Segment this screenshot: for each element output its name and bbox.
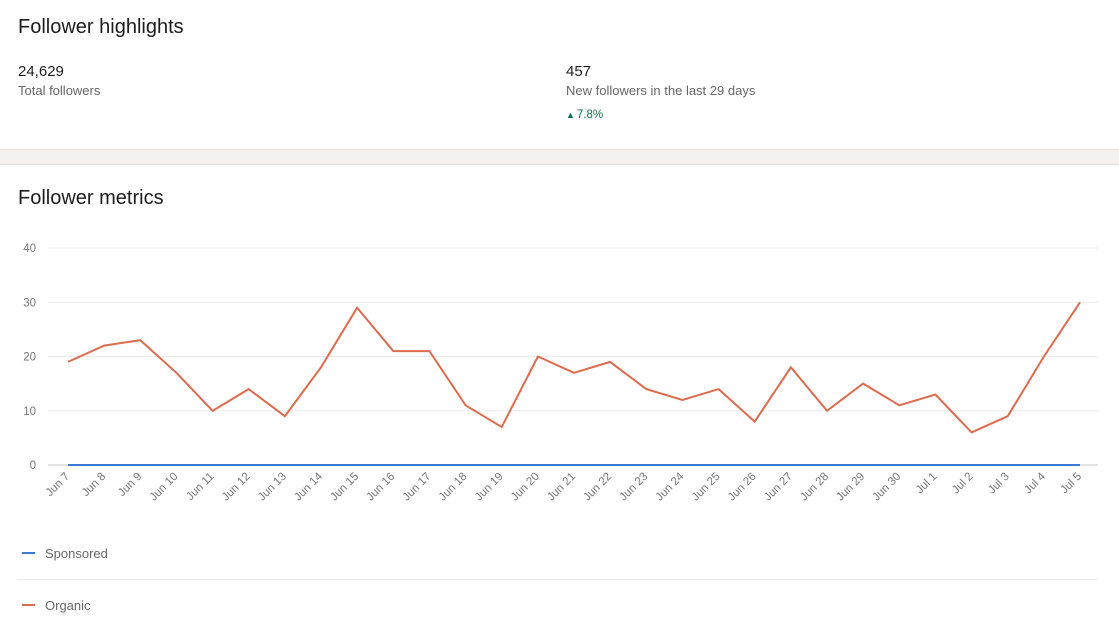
total-followers-stat: 24,629 Total followers — [18, 62, 100, 100]
follower-highlights-title: Follower highlights — [18, 16, 184, 38]
legend-divider — [18, 579, 1098, 580]
x-tick-label-22: Jun 29 — [834, 471, 867, 504]
legend-item-organic[interactable]: Organic — [22, 593, 91, 617]
legend-label-organic: Organic — [45, 597, 91, 613]
total-followers-label: Total followers — [18, 83, 101, 98]
new-followers-change-value: 7.8% — [576, 109, 604, 121]
legend-swatch-organic — [22, 604, 35, 606]
x-tick-label-15: Jun 22 — [581, 471, 614, 504]
y-tick-label-40: 40 — [23, 243, 36, 255]
y-tick-label-20: 20 — [23, 352, 36, 364]
x-tick-label-16: Jun 23 — [618, 471, 651, 504]
x-tick-label-13: Jun 20 — [509, 471, 542, 504]
follower-metrics-card: Follower metrics 0 10 20 30 40 Jun 7 Jun 8 Jun … — [0, 165, 1119, 625]
new-followers-change: ▲ 7.8% — [566, 108, 755, 122]
trend-up-icon: ▲ — [566, 110, 575, 120]
x-tick-label-24: Jul 1 — [914, 471, 940, 497]
x-tick-label-14: Jun 21 — [545, 471, 578, 504]
x-tick-label-3: Jun 10 — [148, 471, 181, 504]
y-tick-label-10: 10 — [23, 406, 36, 418]
legend-item-sponsored[interactable]: Sponsored — [22, 541, 108, 565]
x-tick-label-4: Jun 11 — [184, 471, 216, 503]
x-tick-label-1: Jun 8 — [80, 471, 108, 499]
x-tick-label-27: Jul 4 — [1022, 470, 1048, 496]
x-tick-label-7: Jun 14 — [292, 470, 325, 503]
x-tick-label-5: Jun 12 — [220, 471, 253, 504]
x-tick-label-6: Jun 13 — [256, 471, 289, 504]
x-tick-label-19: Jun 26 — [726, 471, 759, 504]
legend-label-sponsored: Sponsored — [45, 545, 108, 561]
x-tick-label-20: Jun 27 — [762, 471, 795, 504]
x-tick-label-21: Jun 28 — [798, 471, 831, 504]
x-tick-label-10: Jun 17 — [401, 471, 434, 504]
new-followers-label: New followers in the last 29 days — [566, 83, 756, 98]
x-tick-label-23: Jun 30 — [871, 471, 904, 504]
x-tick-label-18: Jun 25 — [690, 471, 723, 504]
x-tick-label-11: Jun 18 — [437, 471, 470, 504]
y-tick-label-0: 0 — [30, 460, 36, 472]
y-tick-label-30: 30 — [23, 297, 36, 309]
new-followers-value: 457 — [566, 63, 592, 80]
x-tick-label-2: Jun 9 — [116, 471, 144, 499]
x-tick-label-26: Jul 3 — [986, 471, 1012, 497]
new-followers-stat: 457 New followers in the last 29 days ▲ … — [566, 62, 755, 122]
x-tick-label-25: Jul 2 — [950, 471, 976, 497]
total-followers-value: 24,629 — [18, 63, 64, 80]
x-tick-label-17: Jun 24 — [654, 470, 687, 503]
x-tick-label-0: Jun 7 — [44, 471, 72, 499]
series-line-organic — [67, 301, 1081, 434]
section-divider — [0, 149, 1119, 165]
x-tick-label-12: Jun 19 — [473, 471, 506, 504]
legend-swatch-sponsored — [22, 552, 35, 554]
x-tick-label-9: Jun 16 — [365, 471, 398, 504]
x-tick-label-8: Jun 15 — [328, 471, 361, 504]
follower-highlights-card: Follower highlights 24,629 Total followe… — [0, 0, 1119, 149]
follower-metrics-title: Follower metrics — [18, 187, 164, 209]
x-tick-label-28: Jul 5 — [1058, 471, 1084, 497]
